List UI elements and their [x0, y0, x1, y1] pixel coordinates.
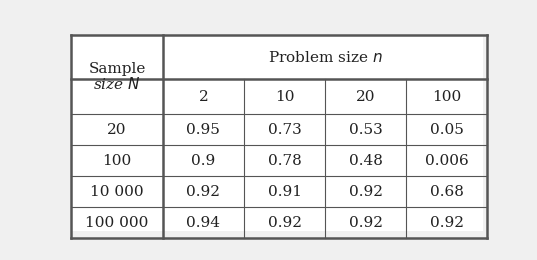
Text: 10 000: 10 000 — [90, 185, 144, 199]
Text: 0.78: 0.78 — [268, 154, 301, 168]
Text: 0.48: 0.48 — [349, 154, 383, 168]
Text: 0.53: 0.53 — [349, 123, 382, 137]
Text: 0.92: 0.92 — [349, 216, 383, 230]
Text: 0.05: 0.05 — [430, 123, 464, 137]
Text: 20: 20 — [107, 123, 127, 137]
Text: size $N$: size $N$ — [93, 76, 141, 92]
Text: 2: 2 — [199, 90, 208, 104]
Text: 100 000: 100 000 — [85, 216, 149, 230]
Text: 0.006: 0.006 — [425, 154, 469, 168]
Text: 0.92: 0.92 — [267, 216, 302, 230]
Text: 0.92: 0.92 — [186, 185, 220, 199]
Text: 0.91: 0.91 — [267, 185, 302, 199]
Text: Problem size $n$: Problem size $n$ — [267, 50, 383, 65]
Text: 0.73: 0.73 — [268, 123, 301, 137]
Text: 10: 10 — [275, 90, 294, 104]
Text: 0.68: 0.68 — [430, 185, 464, 199]
Text: 0.9: 0.9 — [191, 154, 215, 168]
Text: 100: 100 — [432, 90, 461, 104]
Text: 0.92: 0.92 — [430, 216, 464, 230]
Text: 0.95: 0.95 — [186, 123, 220, 137]
Text: 100: 100 — [103, 154, 132, 168]
Text: Sample: Sample — [89, 62, 146, 76]
Text: 0.94: 0.94 — [186, 216, 220, 230]
Text: 20: 20 — [356, 90, 375, 104]
Text: 0.92: 0.92 — [349, 185, 383, 199]
